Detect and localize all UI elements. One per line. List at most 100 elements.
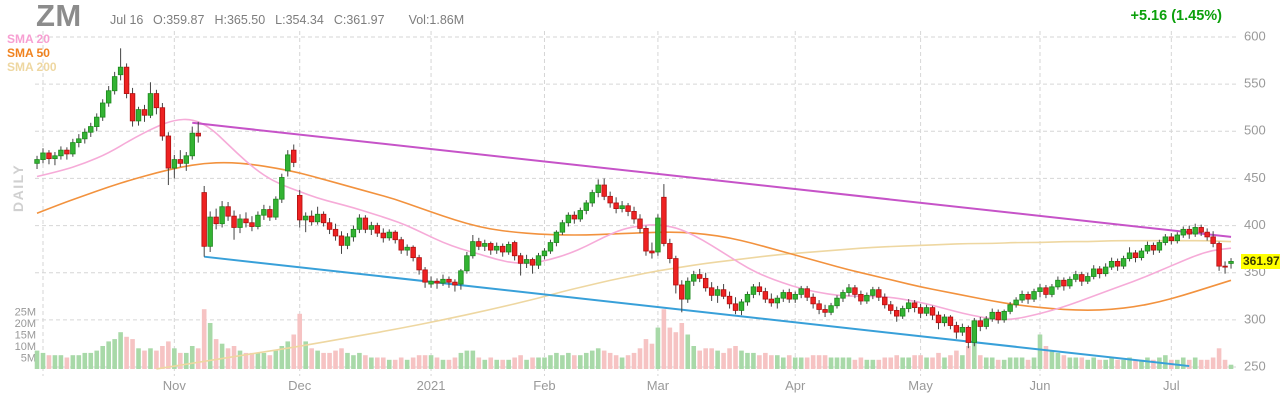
volume-axis-label: 5M	[21, 353, 36, 365]
candle-body	[1204, 231, 1210, 238]
candle-body	[732, 303, 739, 311]
candle-body	[983, 318, 989, 327]
candle-body	[834, 297, 840, 307]
month-label: May	[908, 378, 933, 393]
candle-body	[279, 177, 285, 200]
candle-body	[702, 277, 709, 289]
candle-body	[183, 155, 189, 164]
candle-body	[625, 205, 631, 212]
candle-body	[159, 107, 166, 137]
volume-bar	[1055, 352, 1061, 369]
candle-body	[989, 311, 995, 320]
candle-body	[123, 66, 130, 94]
volume-bar	[912, 355, 917, 369]
price-axis-label: 300	[1244, 311, 1266, 326]
candle-body	[762, 291, 769, 300]
month-label: Nov	[163, 378, 187, 393]
volume-bar	[679, 323, 685, 369]
candle-body	[1037, 287, 1043, 292]
volume-bar	[52, 355, 58, 369]
volume-bar	[357, 352, 362, 369]
volume-bar	[327, 352, 332, 369]
candle-body	[189, 132, 195, 157]
volume-bar	[339, 348, 344, 369]
candle-body	[297, 194, 303, 221]
volume-value: Vol:1.86M	[408, 13, 465, 27]
candle-body	[667, 243, 673, 259]
candle-body	[1216, 243, 1222, 267]
candle-body	[1108, 260, 1115, 268]
month-label: Apr	[785, 378, 806, 393]
volume-bar	[983, 357, 989, 369]
volume-bar	[482, 359, 488, 369]
volume-bar	[1025, 359, 1031, 369]
candle-body	[320, 213, 327, 224]
candle-body	[965, 326, 972, 343]
volume-bar	[655, 327, 661, 369]
candle-body	[685, 280, 691, 300]
candle-body	[607, 195, 613, 204]
candle-body	[1198, 227, 1204, 233]
volume-bar	[1145, 357, 1150, 369]
candle-body	[1144, 244, 1151, 252]
close-value: C:361.97	[333, 13, 385, 27]
candle-body	[971, 320, 978, 343]
candle-body	[207, 216, 213, 247]
candle-body	[1013, 299, 1019, 306]
volume-axis-label: 10M	[15, 341, 36, 353]
candle-body	[386, 231, 392, 239]
volume-bar	[100, 346, 105, 369]
volume-bar	[148, 348, 153, 369]
volume-bar	[870, 359, 876, 369]
candle-body	[273, 198, 279, 218]
volume-bar	[900, 357, 905, 369]
volume-bar	[106, 341, 111, 369]
candle-body	[977, 320, 983, 327]
volume-bar	[876, 359, 882, 369]
candle-body	[177, 159, 184, 164]
volume-bar	[142, 350, 147, 369]
volume-bar	[172, 348, 177, 369]
volume-bar	[333, 350, 338, 369]
candle-body	[362, 217, 369, 230]
volume-bar	[1228, 364, 1234, 369]
volume-bar	[769, 355, 774, 369]
volume-bar	[751, 352, 756, 369]
volume-bar	[536, 357, 541, 369]
volume-bar	[846, 357, 852, 369]
volume-bar	[410, 357, 416, 369]
volume-bar	[530, 357, 535, 369]
sma-legend: SMA 20 SMA 50 SMA 200	[7, 32, 57, 74]
candle-body	[344, 236, 351, 246]
volume-bar	[954, 350, 959, 369]
high-value: H:365.50	[214, 13, 266, 27]
candle-body	[153, 93, 160, 109]
candle-body	[1174, 234, 1180, 242]
candle-body	[70, 142, 76, 155]
candle-body	[559, 222, 566, 233]
candle-body	[464, 255, 470, 272]
volume-bar	[572, 355, 577, 369]
volume-bar	[858, 357, 864, 369]
volume-bar	[452, 357, 458, 369]
candle-body	[505, 244, 512, 253]
candle-body	[995, 311, 1001, 321]
candle-body	[1091, 268, 1097, 277]
volume-bar	[518, 355, 523, 369]
candle-body	[1156, 242, 1163, 251]
volume-bar	[1091, 357, 1097, 369]
sma50-line	[36, 161, 1232, 311]
volume-bar	[721, 352, 726, 369]
candle-body	[476, 241, 482, 247]
volume-bar	[1133, 359, 1138, 369]
volume-bar	[1013, 357, 1019, 369]
volume-bar	[404, 359, 410, 369]
open-value: O:359.87	[153, 13, 205, 27]
volume-bar	[363, 355, 368, 369]
candle-body	[416, 257, 422, 271]
volume-bar	[369, 357, 374, 369]
volume-bar	[894, 355, 900, 369]
candle-body	[1114, 260, 1121, 267]
volume-bar	[130, 339, 135, 369]
